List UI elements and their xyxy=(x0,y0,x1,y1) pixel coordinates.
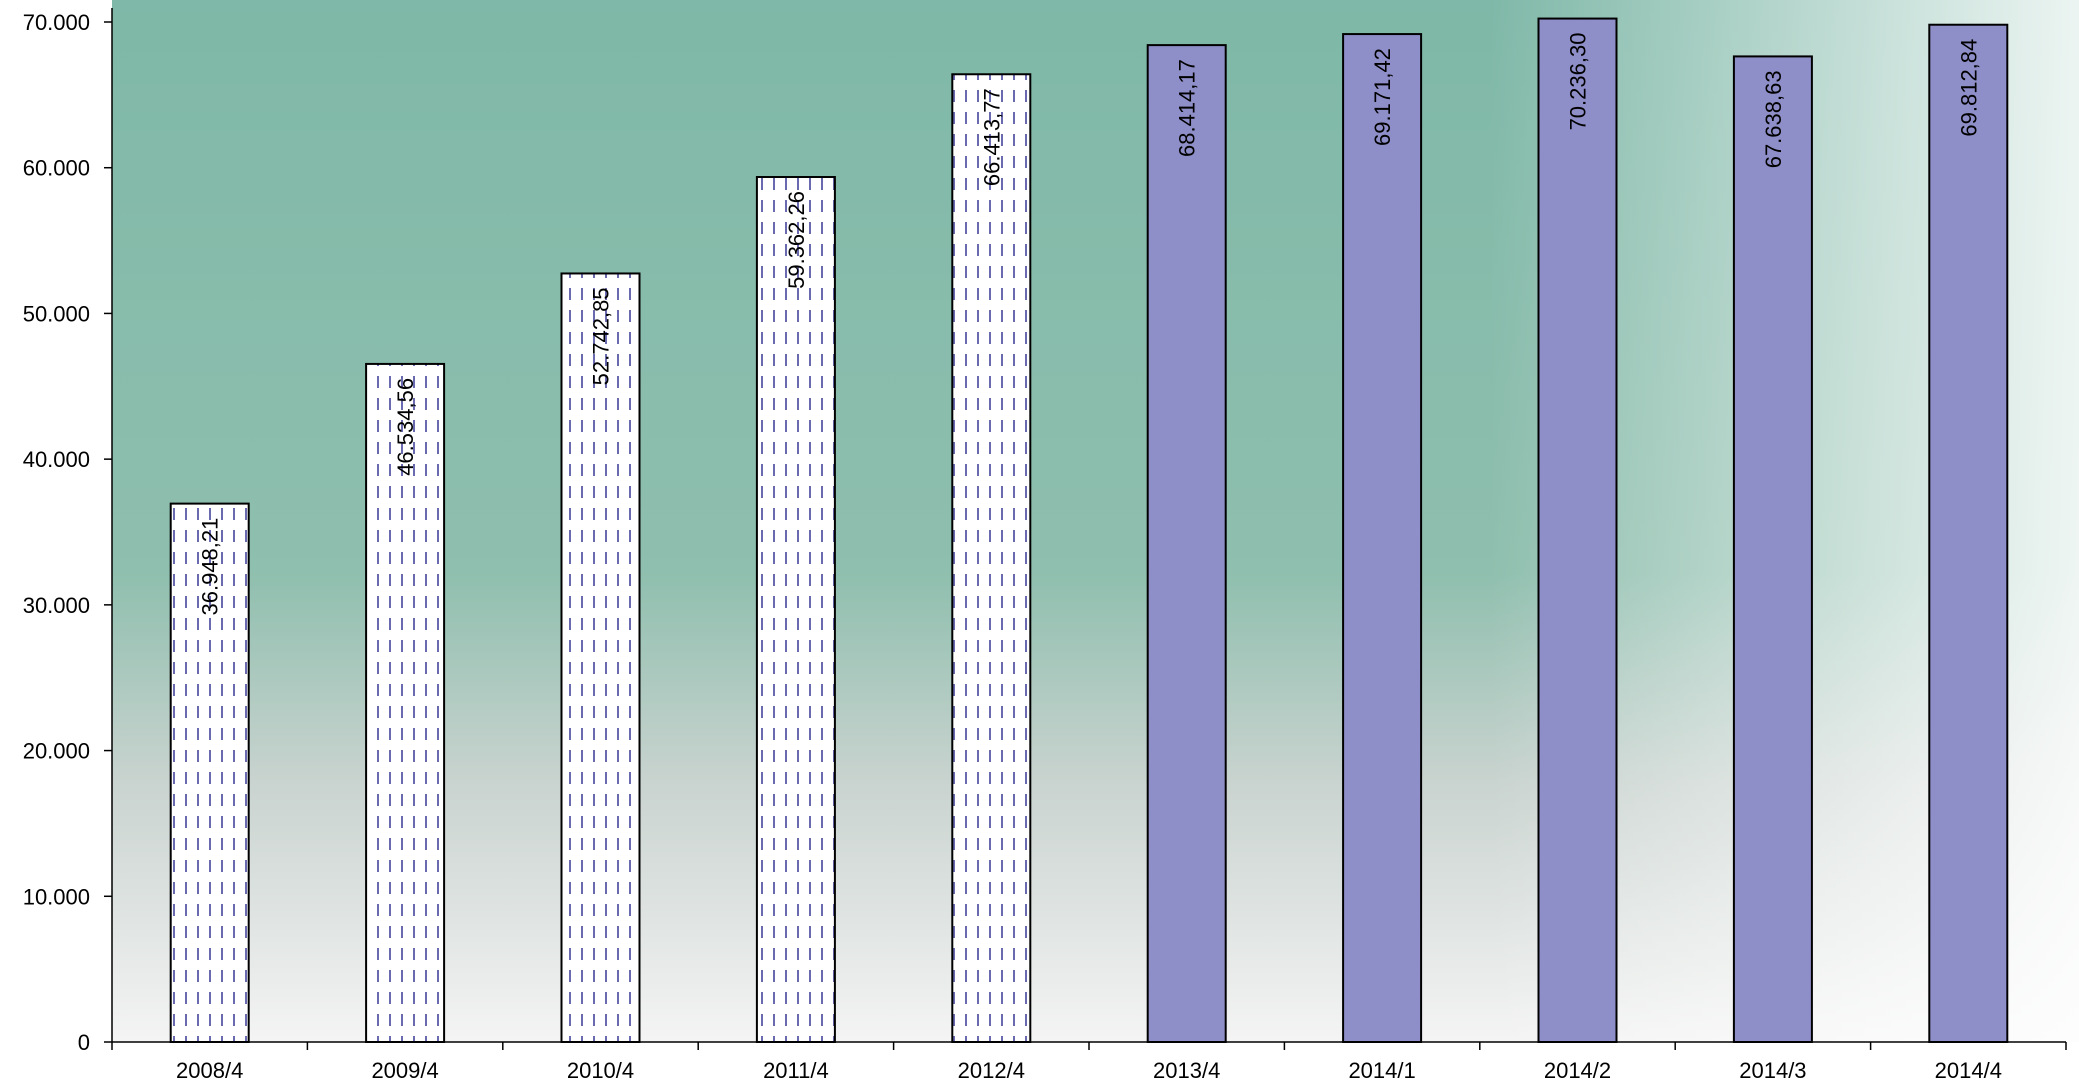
y-tick-label: 40.000 xyxy=(23,447,90,472)
x-tick-label: 2014/3 xyxy=(1739,1058,1806,1083)
y-tick-label: 30.000 xyxy=(23,593,90,618)
x-tick-label: 2008/4 xyxy=(176,1058,243,1083)
data-label: 68.414,17 xyxy=(1175,59,1200,157)
data-label: 69.171,42 xyxy=(1370,48,1395,146)
y-tick-label: 10.000 xyxy=(23,884,90,909)
data-label: 69.812,84 xyxy=(1956,39,1981,137)
data-label: 70.236,30 xyxy=(1566,33,1591,131)
bar-2010-4 xyxy=(560,272,641,1044)
data-label: 52.742,85 xyxy=(589,287,614,385)
x-tick-label: 2014/1 xyxy=(1348,1058,1415,1083)
bar-2011-4 xyxy=(755,176,836,1043)
x-tick-label: 2014/4 xyxy=(1935,1058,2002,1083)
bar-2012-4 xyxy=(951,73,1032,1044)
bar-2014-1 xyxy=(1342,33,1423,1043)
labels: 0 10.000 20.000 30.000 40.000 50.000 60.000 70.… xyxy=(23,10,2002,1083)
bar-2008-4 xyxy=(169,502,250,1043)
x-tick-label: 2011/4 xyxy=(763,1058,829,1083)
x-tick-label: 2013/4 xyxy=(1153,1058,1220,1083)
bars xyxy=(169,17,2009,1044)
bar-2009-4 xyxy=(365,362,446,1043)
data-label: 59.362,26 xyxy=(784,191,809,289)
y-tick-label: 50.000 xyxy=(23,301,90,326)
bar-2014-2 xyxy=(1537,17,1618,1044)
bar-2014-4 xyxy=(1928,23,2009,1044)
x-tick-label: 2012/4 xyxy=(958,1058,1025,1083)
bar-2014-3 xyxy=(1732,55,1813,1044)
y-tick-label: 60.000 xyxy=(23,156,90,181)
data-label: 66.413,77 xyxy=(979,88,1004,186)
y-tick-label: 70.000 xyxy=(23,10,90,35)
x-tick-label: 2010/4 xyxy=(567,1058,634,1083)
data-label: 36.948,21 xyxy=(198,518,223,616)
y-tick-label: 0 xyxy=(78,1030,90,1055)
data-label: 67.638,63 xyxy=(1761,70,1786,168)
y-tick-label: 20.000 xyxy=(23,739,90,764)
x-tick-label: 2014/2 xyxy=(1544,1058,1611,1083)
bar-2013-4 xyxy=(1146,44,1227,1044)
x-tick-label: 2009/4 xyxy=(371,1058,438,1083)
data-label: 46.534,56 xyxy=(393,378,418,476)
